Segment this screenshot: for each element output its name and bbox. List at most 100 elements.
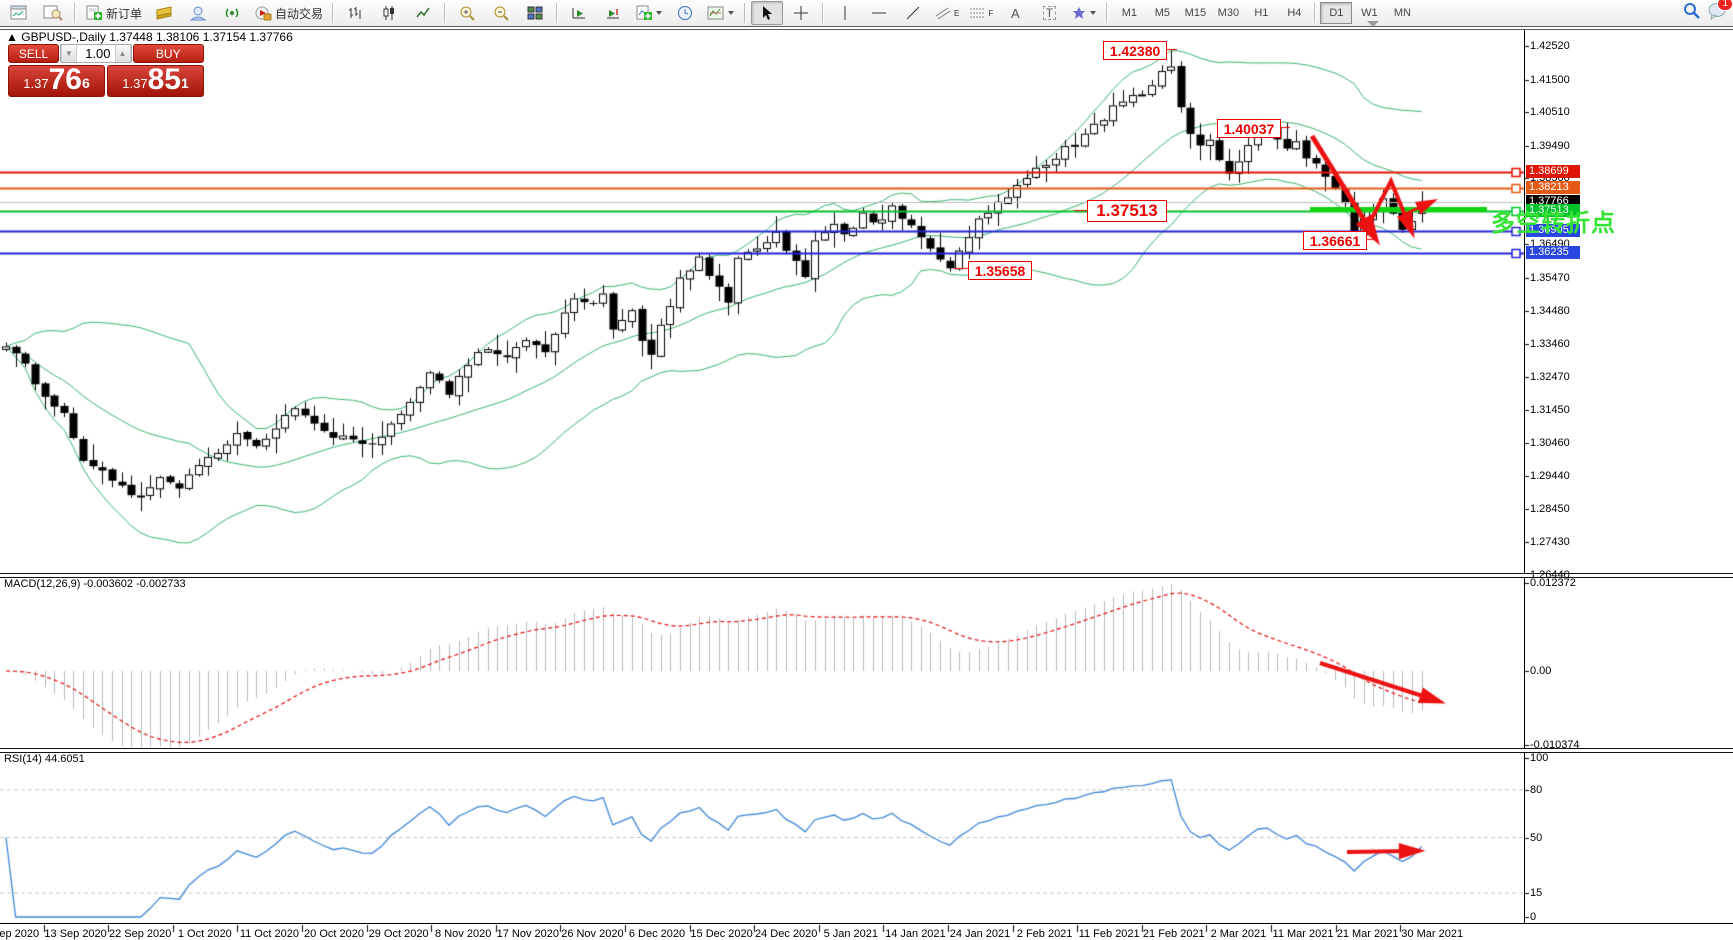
timeframe-d1[interactable]: D1 xyxy=(1320,2,1353,24)
chevron-down-icon xyxy=(1090,10,1097,15)
timeframe-m1[interactable]: M1 xyxy=(1121,7,1138,19)
timeframe-m30[interactable]: M30 xyxy=(1217,7,1240,19)
timeframe-h4[interactable]: H4 xyxy=(1287,7,1302,19)
notification-badge: 1 xyxy=(1717,0,1733,11)
signals-icon xyxy=(225,8,239,18)
fibonacci-tool-button[interactable]: F xyxy=(965,1,997,25)
price-annotation-label[interactable]: 1.40037 xyxy=(1217,119,1281,138)
price-annotation-label[interactable]: 1.36661 xyxy=(1303,231,1367,250)
sell-price-panel[interactable]: 1.37 76 6 xyxy=(8,65,105,97)
channel-icon xyxy=(935,7,951,20)
date-axis-label: 22 Sep 2020 xyxy=(108,928,172,940)
autotrading-button[interactable]: 自动交易 xyxy=(250,1,327,25)
price-tick-label: 1.40510 xyxy=(1530,106,1570,119)
fibonacci-letter: F xyxy=(988,8,994,18)
autotrading-label: 自动交易 xyxy=(275,6,324,21)
tile-windows-button[interactable] xyxy=(519,1,551,25)
price-line-label: 1.36235 xyxy=(1526,245,1580,259)
date-axis-label: 11 Feb 2021 xyxy=(1078,928,1140,940)
vertical-line-tool-button[interactable] xyxy=(829,1,861,25)
buy-price-panel[interactable]: 1.37 85 1 xyxy=(107,65,204,97)
line-chart-icon xyxy=(416,7,430,18)
price-tick-label: 1.26440 xyxy=(1530,569,1570,582)
timeframe-mn[interactable]: MN xyxy=(1393,7,1411,19)
volume-up-button[interactable]: ▲ xyxy=(114,45,131,62)
text-label-icon: T xyxy=(1042,6,1057,20)
price-tick-label: 1.35470 xyxy=(1530,271,1570,284)
crosshair-tool-button[interactable] xyxy=(785,1,817,25)
volume-input[interactable]: 1.00 xyxy=(85,46,111,61)
date-axis-label: 8 Nov 2020 xyxy=(435,928,492,940)
rsi-axis-label: 0 xyxy=(1530,911,1537,923)
signals-button[interactable] xyxy=(216,1,248,25)
price-tick-label: 1.32470 xyxy=(1530,370,1570,383)
turning-point-note[interactable]: 多空转折点 xyxy=(1491,210,1616,237)
indicators-button[interactable] xyxy=(631,1,667,25)
volume-down-button[interactable]: ▼ xyxy=(61,45,77,62)
text-tool-icon: A xyxy=(1011,5,1020,21)
macd-axis-label: 0.012372 xyxy=(1530,577,1576,589)
new-chart-icon xyxy=(10,5,27,20)
zoom-in-button[interactable] xyxy=(451,1,483,25)
cursor-tool-button[interactable] xyxy=(751,1,784,25)
horizontal-line-tool-button[interactable] xyxy=(863,1,895,25)
timeframe-h1[interactable]: H1 xyxy=(1254,7,1269,19)
rsi-axis-label: 100 xyxy=(1530,752,1549,764)
profiles-button[interactable] xyxy=(37,1,69,25)
rsi-panel-separator[interactable] xyxy=(0,748,1733,753)
new-order-button[interactable]: 新订单 xyxy=(81,1,146,25)
timeframe-m5[interactable]: M5 xyxy=(1154,7,1171,19)
line-chart-button[interactable] xyxy=(407,1,439,25)
ohlc-values: 1.37448 1.38106 1.37154 1.37766 xyxy=(109,30,293,44)
timeframe-m15[interactable]: M15 xyxy=(1184,7,1207,19)
new-chart-button[interactable] xyxy=(3,1,35,25)
sell-button[interactable]: SELL xyxy=(8,44,59,63)
price-annotation-label[interactable]: 1.35658 xyxy=(968,261,1032,280)
toolbar-separator xyxy=(556,3,559,23)
date-axis-label: 2 Mar 2021 xyxy=(1210,928,1267,940)
price-tick-label: 1.31450 xyxy=(1530,404,1570,417)
buy-price-small: 1.37 xyxy=(122,76,148,91)
chart-title: ▲ GBPUSD-,Daily 1.37448 1.38106 1.37154 … xyxy=(6,30,293,44)
autotrading-icon xyxy=(255,6,272,21)
text-tool-button[interactable]: A xyxy=(999,1,1031,25)
price-annotation-label[interactable]: 1.42380 xyxy=(1103,41,1167,60)
periods-button[interactable] xyxy=(669,1,701,25)
profiles-icon xyxy=(43,5,63,21)
macd-axis-label: 0.00 xyxy=(1530,665,1552,677)
equidistant-channel-tool-button[interactable]: E xyxy=(931,1,963,25)
chart-canvas[interactable] xyxy=(0,30,1733,940)
toolbar-separator xyxy=(332,3,335,23)
trendline-tool-button[interactable] xyxy=(897,1,929,25)
timeframe-w1[interactable]: W1 xyxy=(1361,7,1378,19)
bar-chart-icon xyxy=(349,7,361,19)
notifications-button[interactable]: 1 xyxy=(1707,0,1733,20)
chart-shift-button[interactable] xyxy=(597,1,629,25)
collapse-marker[interactable]: ▲ xyxy=(6,30,18,44)
zoom-out-button[interactable] xyxy=(485,1,517,25)
buy-button[interactable]: BUY xyxy=(132,44,204,63)
templates-button[interactable] xyxy=(703,1,739,25)
price-annotation-label[interactable]: 1.37513 xyxy=(1087,200,1167,222)
price-line-label: 1.38213 xyxy=(1526,180,1580,194)
expert-advisors-button[interactable] xyxy=(182,1,214,25)
window-split-marker[interactable] xyxy=(1367,21,1379,27)
vertical-line-icon xyxy=(844,6,846,20)
macd-panel-separator[interactable] xyxy=(0,573,1733,578)
metaeditor-button[interactable] xyxy=(148,1,180,25)
text-label-tool-button[interactable]: T xyxy=(1033,1,1065,25)
one-click-trading-panel: SELL ▼ 1.00 ▲ BUY 1.37 76 6 1.37 85 1 xyxy=(8,44,204,97)
price-tick-label: 1.39490 xyxy=(1530,139,1570,152)
search-icon[interactable] xyxy=(1683,2,1701,20)
auto-scroll-button[interactable] xyxy=(563,1,595,25)
price-axis-border xyxy=(1524,30,1525,923)
bar-chart-button[interactable] xyxy=(339,1,371,25)
date-axis-label: 2 Feb 2021 xyxy=(1016,928,1073,940)
horizontal-line-icon xyxy=(872,12,887,14)
date-axis-label: 15 Dec 2020 xyxy=(690,928,753,940)
buy-price-big: 85 xyxy=(147,63,181,96)
shapes-tool-button[interactable] xyxy=(1067,1,1101,25)
candlestick-chart-button[interactable] xyxy=(373,1,405,25)
chart-shift-icon xyxy=(607,9,620,19)
